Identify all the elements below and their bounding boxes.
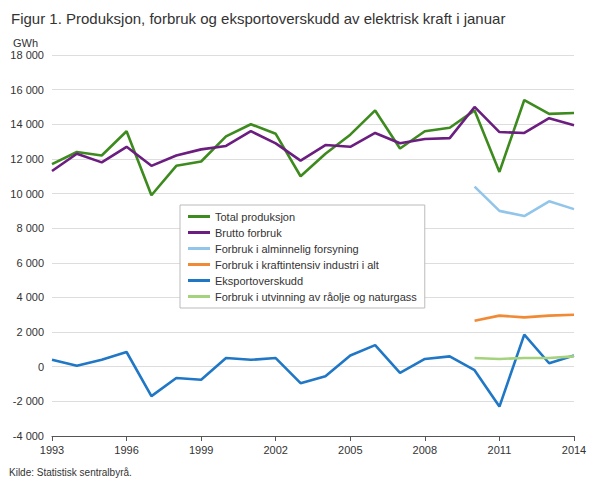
- svg-text:-4 000: -4 000: [13, 430, 44, 442]
- svg-text:2002: 2002: [263, 444, 287, 456]
- svg-text:2014: 2014: [562, 444, 586, 456]
- svg-text:Forbruk i kraftintensiv indust: Forbruk i kraftintensiv industri i alt: [215, 259, 379, 271]
- svg-text:Figur 1. Produksjon, forbruk o: Figur 1. Produksjon, forbruk og eksporto…: [11, 10, 505, 27]
- svg-text:Forbruk i utvinning av råolje: Forbruk i utvinning av råolje og naturga…: [215, 291, 417, 303]
- svg-text:4 000: 4 000: [16, 291, 44, 303]
- svg-text:16 000: 16 000: [10, 84, 44, 96]
- svg-text:GWh: GWh: [13, 37, 38, 49]
- svg-text:8 000: 8 000: [16, 222, 44, 234]
- svg-text:Forbruk i alminnelig forsyning: Forbruk i alminnelig forsyning: [215, 243, 359, 255]
- svg-text:Eksportoverskudd: Eksportoverskudd: [215, 275, 303, 287]
- svg-text:14 000: 14 000: [10, 118, 44, 130]
- svg-text:Brutto forbruk: Brutto forbruk: [215, 227, 282, 239]
- svg-text:18 000: 18 000: [10, 49, 44, 61]
- svg-text:0: 0: [38, 361, 44, 373]
- svg-text:2 000: 2 000: [16, 326, 44, 338]
- svg-text:Kilde: Statistisk sentralbyrå.: Kilde: Statistisk sentralbyrå.: [9, 467, 132, 478]
- svg-text:2008: 2008: [413, 444, 437, 456]
- svg-text:2005: 2005: [338, 444, 362, 456]
- svg-text:2011: 2011: [488, 444, 512, 456]
- svg-text:Total produksjon: Total produksjon: [215, 211, 295, 223]
- svg-text:-2 000: -2 000: [13, 395, 44, 407]
- svg-text:1999: 1999: [189, 444, 213, 456]
- svg-text:1993: 1993: [40, 444, 64, 456]
- svg-text:1996: 1996: [114, 444, 138, 456]
- svg-text:10 000: 10 000: [10, 188, 44, 200]
- svg-text:6 000: 6 000: [16, 257, 44, 269]
- svg-text:12 000: 12 000: [10, 153, 44, 165]
